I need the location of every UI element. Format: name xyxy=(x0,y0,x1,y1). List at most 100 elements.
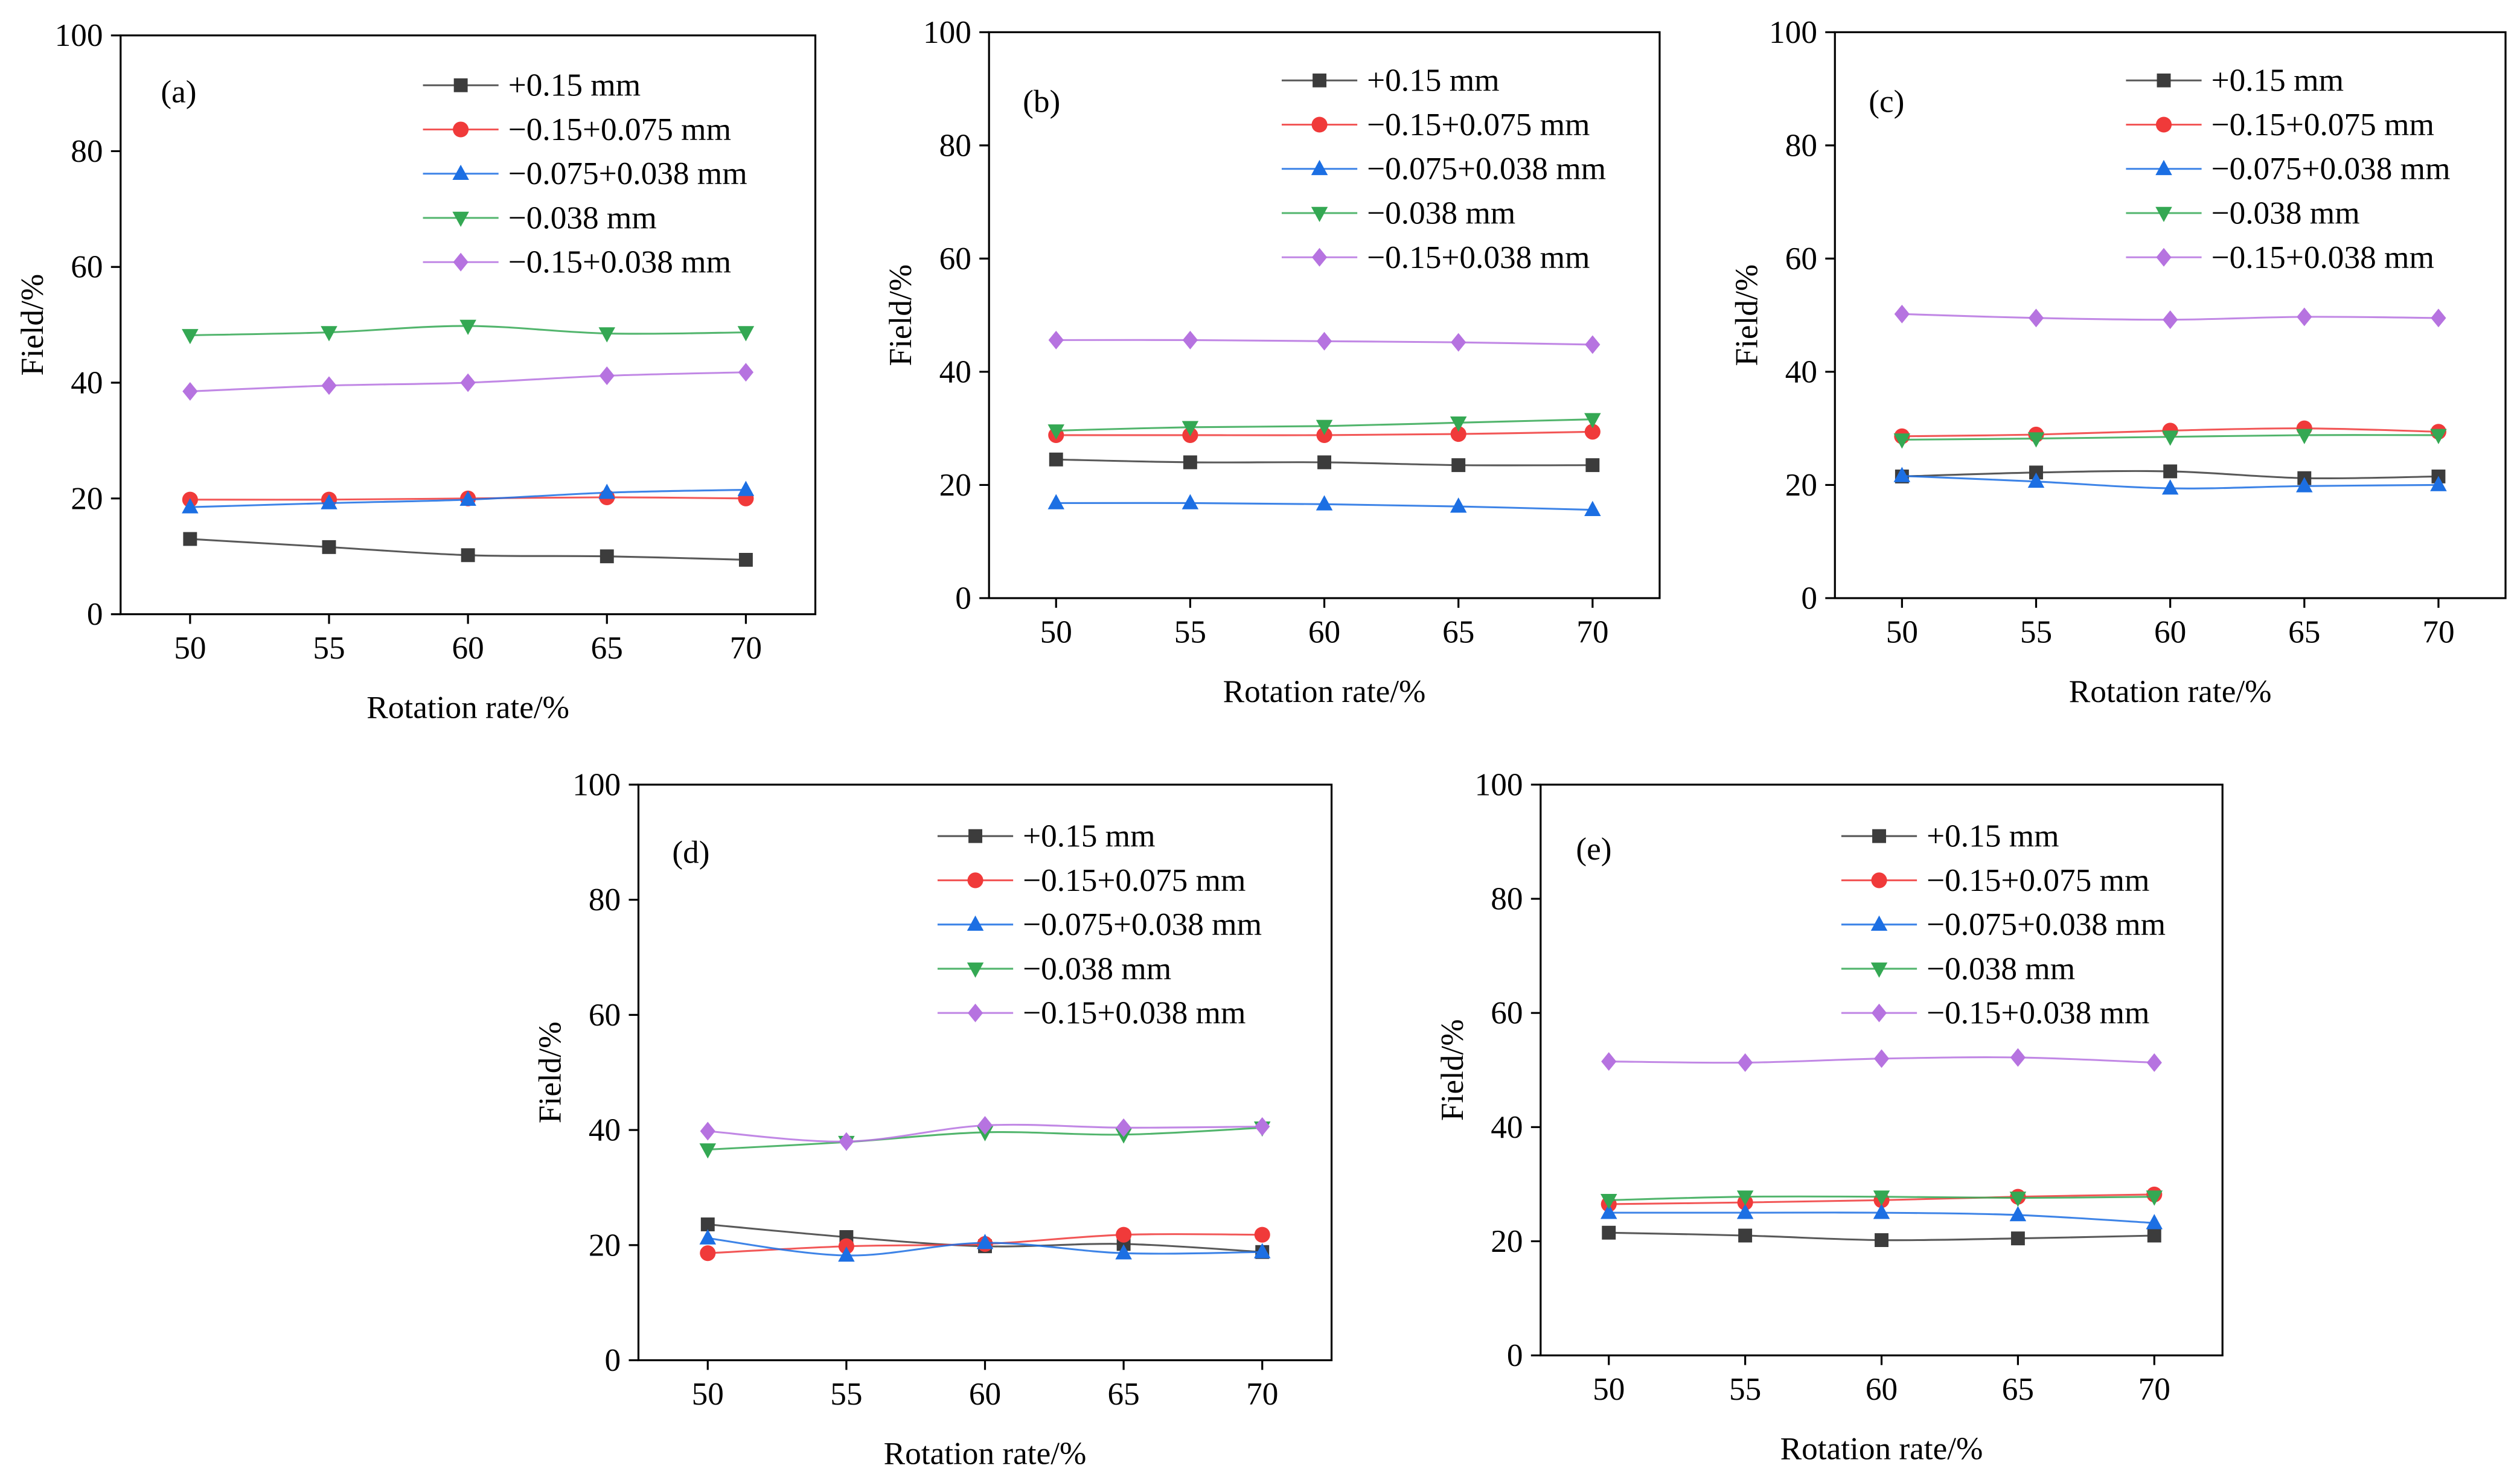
legend: +0.15 mm −0.15+0.075 mm −0.075+0.038 mm −0.… xyxy=(1281,63,1606,275)
legend-entry: −0.075+0.038 mm xyxy=(1281,151,1606,187)
legend-entry: −0.038 mm xyxy=(1281,196,1515,231)
data-point xyxy=(737,480,755,496)
data-point xyxy=(2010,1231,2025,1246)
x-tick-label: 60 xyxy=(969,1376,1001,1412)
data-point xyxy=(1182,494,1199,509)
series-triangle-up xyxy=(1601,1204,2163,1230)
legend-entry: +0.15 mm xyxy=(1281,63,1500,98)
legend: +0.15 mm −0.15+0.075 mm −0.075+0.038 mm −0.… xyxy=(937,818,1262,1031)
x-axis: 50 55 60 65 70 xyxy=(1593,1355,2170,1407)
series-diamond xyxy=(700,1116,1270,1151)
legend-label: −0.038 mm xyxy=(508,200,657,235)
legend-marker xyxy=(453,121,469,138)
x-tick-label: 55 xyxy=(1174,614,1206,649)
y-tick-label: 20 xyxy=(589,1227,621,1263)
data-point xyxy=(1047,494,1064,509)
series-triangle-down xyxy=(1047,413,1601,440)
y-axis: 0 20 40 60 80 100 xyxy=(55,18,121,632)
data-point xyxy=(1738,1053,1753,1072)
legend-label: −0.15+0.075 mm xyxy=(1367,107,1590,142)
y-tick-label: 40 xyxy=(589,1112,621,1148)
legend-label: −0.075+0.038 mm xyxy=(1367,151,1606,187)
y-axis: 0 20 40 60 80 100 xyxy=(572,767,639,1378)
x-tick-label: 50 xyxy=(1040,614,1072,649)
x-axis-title: Rotation rate/% xyxy=(884,1436,1087,1472)
data-point xyxy=(738,553,753,567)
data-point xyxy=(1253,1243,1271,1258)
data-point xyxy=(2027,472,2045,488)
legend-marker xyxy=(1872,829,1886,843)
data-point xyxy=(1873,1204,1890,1219)
series-square xyxy=(1049,452,1600,473)
x-tick-label: 60 xyxy=(1308,614,1340,649)
legend-entry: +0.15 mm xyxy=(1841,818,2059,854)
y-tick-label: 100 xyxy=(1769,14,1817,50)
x-tick-label: 55 xyxy=(313,630,345,666)
data-point xyxy=(1450,497,1467,513)
series-triangle-up xyxy=(1893,467,2447,495)
data-point xyxy=(1601,1194,1617,1210)
series-square xyxy=(1602,1225,2161,1247)
data-point xyxy=(2147,1228,2161,1243)
series-triangle-up xyxy=(182,480,755,514)
y-tick-label: 0 xyxy=(1507,1338,1523,1373)
legend: +0.15 mm −0.15+0.075 mm −0.075+0.038 mm −0.… xyxy=(423,68,747,280)
legend: +0.15 mm −0.15+0.075 mm −0.075+0.038 mm −0.… xyxy=(1841,818,2166,1031)
data-point xyxy=(182,329,199,345)
legend-label: +0.15 mm xyxy=(1927,818,2059,854)
y-tick-label: 20 xyxy=(1785,467,1817,503)
x-tick-label: 65 xyxy=(1107,1376,1139,1412)
data-point xyxy=(699,1143,717,1159)
legend-entry: −0.15+0.075 mm xyxy=(1841,863,2149,898)
x-tick-label: 55 xyxy=(830,1376,862,1412)
data-point xyxy=(1875,1233,1888,1247)
legend-entry: −0.15+0.075 mm xyxy=(1281,107,1590,142)
legend-label: −0.15+0.075 mm xyxy=(1927,863,2149,898)
data-point xyxy=(1584,424,1601,440)
y-tick-label: 60 xyxy=(1491,995,1523,1031)
y-tick-label: 80 xyxy=(71,133,103,169)
series-diamond xyxy=(182,363,754,401)
x-axis: 50 55 60 65 70 xyxy=(1886,598,2455,649)
series-square xyxy=(1895,464,2446,485)
data-point xyxy=(459,490,476,506)
x-tick-label: 70 xyxy=(1246,1376,1278,1412)
y-axis-title: Field/% xyxy=(14,274,50,376)
y-tick-label: 100 xyxy=(923,14,971,50)
legend-entry: −0.038 mm xyxy=(937,951,1171,986)
legend-label: −0.15+0.075 mm xyxy=(508,112,731,147)
chart-panel-d: 0 20 40 60 80 100 50 55 60 65 70 Rotation rate/% Fie… xyxy=(532,767,1333,1472)
data-point xyxy=(1049,452,1063,467)
panel-label: (d) xyxy=(672,834,709,870)
legend-label: −0.15+0.038 mm xyxy=(1927,995,2149,1031)
data-point xyxy=(321,376,337,395)
panel-label: (b) xyxy=(1023,83,1060,119)
y-tick-label: 80 xyxy=(1785,127,1817,163)
x-tick-label: 70 xyxy=(1576,614,1608,649)
legend-entry: −0.15+0.075 mm xyxy=(423,112,731,147)
x-tick-label: 65 xyxy=(591,630,623,666)
data-point xyxy=(1255,1117,1270,1136)
chart-panel-c: 0 20 40 60 80 100 50 55 60 65 70 Rotation rate/% Fie… xyxy=(1729,14,2507,709)
x-tick-label: 70 xyxy=(2422,614,2454,649)
y-tick-label: 60 xyxy=(589,997,621,1033)
data-point xyxy=(1601,1052,1617,1071)
y-tick-label: 40 xyxy=(71,365,103,401)
legend-marker xyxy=(967,872,983,888)
data-point xyxy=(1316,419,1333,435)
x-tick-label: 65 xyxy=(2288,614,2320,649)
data-point xyxy=(1116,1227,1132,1243)
data-point xyxy=(1182,421,1199,436)
data-point xyxy=(1048,330,1064,349)
data-point xyxy=(1316,495,1333,511)
y-tick-label: 60 xyxy=(71,249,103,285)
chart-panel-a: 0 20 40 60 80 100 50 55 60 65 70 Rotation rate/% Fie… xyxy=(14,18,817,726)
y-tick-label: 100 xyxy=(55,18,103,53)
legend-label: −0.038 mm xyxy=(1927,951,2075,986)
data-point xyxy=(1894,304,1910,324)
data-point xyxy=(182,498,199,514)
legend-label: +0.15 mm xyxy=(508,68,641,103)
legend-entry: −0.075+0.038 mm xyxy=(1841,907,2166,942)
legend-label: −0.038 mm xyxy=(2211,196,2360,231)
y-tick-label: 80 xyxy=(939,127,971,163)
